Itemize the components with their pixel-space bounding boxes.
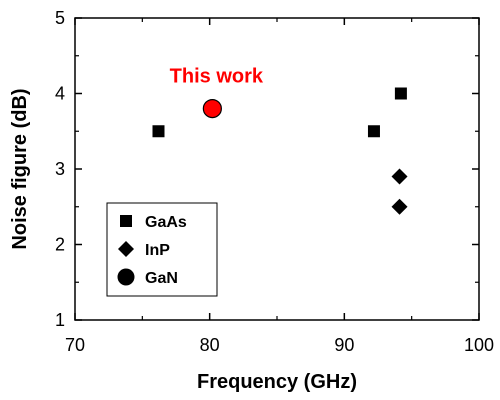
y-tick-label: 5 <box>55 8 65 28</box>
data-marks <box>152 87 408 215</box>
y-tick-label: 4 <box>55 84 65 104</box>
y-tick-label: 1 <box>55 310 65 330</box>
axis-ticks <box>74 17 480 321</box>
x-axis-title: Frequency (GHz) <box>197 371 357 393</box>
this-work-point <box>202 98 222 119</box>
y-tick-label: 2 <box>55 235 65 255</box>
legend-inp-marker <box>118 241 134 257</box>
gaas-point <box>367 125 380 138</box>
gaas-point <box>394 87 407 100</box>
legend-gan-marker <box>117 268 135 286</box>
y-tick-label: 3 <box>55 159 65 179</box>
axis-tick-labels: 70 80 90 100 1 2 3 4 5 <box>55 8 494 355</box>
legend-gaas-label: GaAs <box>145 214 187 231</box>
legend-gaas-marker <box>120 215 132 227</box>
x-tick-label: 90 <box>334 335 354 355</box>
legend: GaAs InP GaN <box>106 202 218 297</box>
x-tick-label: 100 <box>464 335 494 355</box>
legend-inp-label: InP <box>145 242 170 259</box>
this-work-annotation: This work <box>170 66 264 88</box>
x-tick-label: 70 <box>65 335 85 355</box>
x-tick-label: 80 <box>200 335 220 355</box>
legend-gan-label: GaN <box>145 270 178 287</box>
inp-point <box>391 198 408 215</box>
inp-point <box>391 168 408 185</box>
gaas-point <box>152 125 165 138</box>
y-axis-title: Noise figure (dB) <box>9 88 31 249</box>
